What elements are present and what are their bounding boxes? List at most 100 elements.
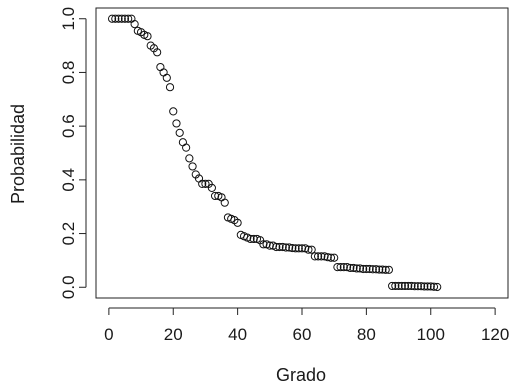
data-point bbox=[233, 218, 242, 227]
data-point bbox=[371, 265, 381, 274]
x-tick-label: 20 bbox=[164, 325, 183, 344]
data-point bbox=[175, 128, 184, 137]
data-point bbox=[368, 265, 377, 274]
data-point bbox=[178, 138, 188, 147]
data-point bbox=[307, 245, 316, 254]
data-point bbox=[220, 198, 229, 207]
data-point bbox=[410, 282, 419, 291]
x-tick-label: 40 bbox=[228, 325, 247, 344]
data-point bbox=[317, 252, 326, 261]
data-point bbox=[320, 252, 329, 261]
y-tick-label: 1.0 bbox=[59, 7, 78, 31]
data-point bbox=[165, 83, 175, 92]
data-point bbox=[333, 263, 342, 272]
data-point bbox=[182, 143, 191, 152]
data-point bbox=[117, 14, 126, 23]
data-point bbox=[388, 281, 397, 291]
y-tick-label: 0.6 bbox=[59, 114, 78, 138]
plot-area bbox=[95, 7, 509, 299]
data-point bbox=[426, 282, 435, 291]
data-point bbox=[323, 253, 332, 262]
data-point bbox=[188, 162, 197, 171]
x-axis-label: Grado bbox=[276, 365, 326, 385]
data-point bbox=[391, 281, 400, 291]
y-axis-label: Probabilidad bbox=[8, 104, 28, 204]
data-point bbox=[339, 263, 348, 272]
data-point bbox=[162, 73, 171, 82]
plot-border bbox=[95, 7, 509, 299]
data-point bbox=[153, 48, 162, 57]
data-point bbox=[185, 154, 194, 163]
data-point bbox=[281, 243, 291, 252]
data-point bbox=[310, 252, 319, 261]
y-tick-label: 0.4 bbox=[59, 168, 78, 192]
x-tick-label: 80 bbox=[357, 325, 376, 344]
data-point bbox=[297, 244, 307, 253]
data-point bbox=[114, 14, 123, 23]
data-point bbox=[246, 234, 255, 244]
data-point bbox=[342, 263, 352, 272]
data-point bbox=[394, 281, 403, 291]
data-point bbox=[107, 14, 117, 23]
data-point bbox=[207, 183, 216, 193]
data-point bbox=[294, 244, 303, 253]
data-point bbox=[313, 252, 323, 261]
data-point bbox=[210, 191, 220, 201]
data-point bbox=[375, 265, 384, 274]
y-tick-label: 0.2 bbox=[59, 222, 78, 246]
data-point bbox=[423, 282, 432, 291]
data-point bbox=[169, 107, 178, 116]
y-tick-label: 0.0 bbox=[59, 275, 78, 299]
data-point bbox=[355, 264, 365, 273]
data-point bbox=[336, 263, 345, 272]
data-point bbox=[359, 264, 368, 274]
data-point bbox=[397, 281, 406, 291]
data-point bbox=[130, 20, 139, 29]
data-point bbox=[365, 264, 374, 274]
data-point bbox=[362, 264, 371, 274]
data-point bbox=[413, 282, 422, 291]
data-point bbox=[172, 119, 181, 128]
data-point bbox=[201, 179, 210, 188]
data-point bbox=[278, 242, 287, 252]
data-point bbox=[381, 265, 390, 274]
data-point bbox=[429, 282, 439, 291]
data-point bbox=[291, 244, 300, 253]
data-point bbox=[352, 264, 361, 273]
data-point bbox=[265, 241, 274, 250]
data-point bbox=[378, 265, 387, 274]
data-point bbox=[143, 32, 152, 41]
data-point bbox=[404, 281, 413, 291]
data-point bbox=[156, 62, 165, 72]
data-point bbox=[120, 14, 130, 23]
y-tick-label: 0.8 bbox=[59, 61, 78, 85]
data-point bbox=[249, 234, 258, 244]
data-point bbox=[304, 245, 313, 254]
data-point bbox=[275, 242, 284, 252]
x-tick-label: 100 bbox=[417, 325, 445, 344]
data-point bbox=[285, 243, 294, 252]
data-point bbox=[288, 243, 297, 253]
data-point bbox=[420, 282, 429, 291]
data-point bbox=[198, 179, 207, 188]
x-tick-label: 60 bbox=[293, 325, 312, 344]
data-point bbox=[400, 281, 410, 291]
data-point bbox=[407, 281, 416, 291]
data-point bbox=[111, 14, 120, 23]
data-point bbox=[416, 282, 426, 291]
x-tick-label: 120 bbox=[481, 325, 509, 344]
y-axis: 0.0 0.2 0.4 0.6 0.8 1.0 bbox=[59, 7, 87, 299]
data-point bbox=[124, 14, 133, 23]
data-point bbox=[159, 68, 168, 77]
data-point bbox=[346, 263, 355, 273]
data-point bbox=[433, 282, 442, 292]
data-point bbox=[272, 242, 281, 252]
data-point bbox=[384, 265, 394, 274]
data-point bbox=[259, 240, 268, 249]
x-tick-label: 0 bbox=[104, 325, 113, 344]
data-points bbox=[107, 14, 442, 292]
data-point bbox=[326, 253, 336, 262]
x-axis: 0 20 40 60 80 100 120 bbox=[104, 307, 509, 344]
data-point bbox=[349, 263, 358, 273]
